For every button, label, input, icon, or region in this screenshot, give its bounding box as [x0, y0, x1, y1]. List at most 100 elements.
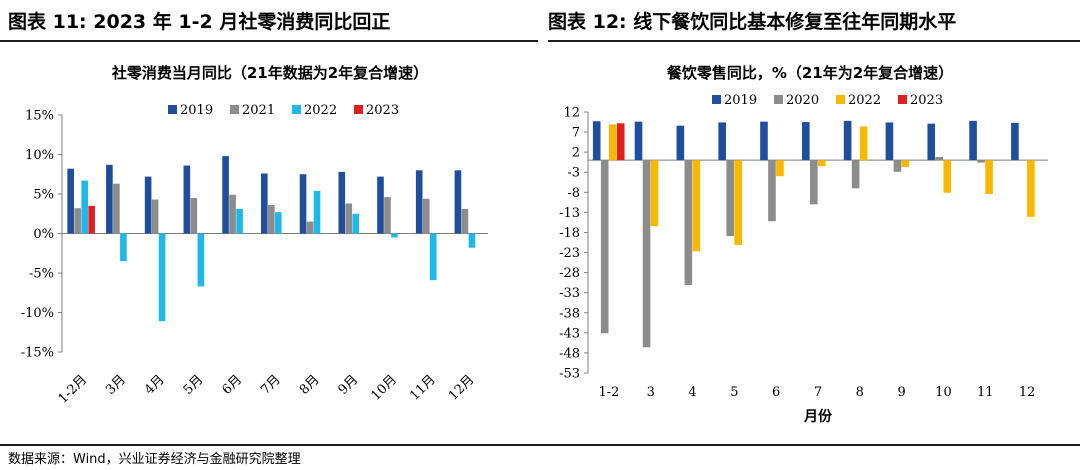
bar-2020	[851, 160, 860, 189]
bar-2021	[345, 203, 353, 234]
bar-2021	[113, 183, 120, 234]
bar-2022	[776, 160, 784, 177]
x-tick-label: 1-2月	[56, 372, 91, 407]
bar-2020	[642, 160, 651, 348]
right-figure-header: 图表 12: 线下餐饮同比基本修复至往年同期水平	[548, 10, 957, 33]
right-header-rule	[548, 40, 1080, 42]
bar-2022	[391, 233, 398, 238]
bar-2019	[106, 164, 113, 234]
legend-label: 2019	[180, 103, 213, 118]
bar-2020	[600, 160, 609, 334]
x-tick-label: 3	[647, 385, 655, 400]
bar-2022	[313, 190, 321, 234]
x-tick-label: 7月	[258, 372, 284, 398]
x-tick-label: 12	[1019, 385, 1036, 400]
legend-label: 2023	[366, 103, 399, 118]
y-tick-label: 10%	[25, 148, 54, 163]
x-tick-label: 8	[856, 385, 864, 400]
chart-title: 餐饮零售同比，%（21年为2年复合增速）	[666, 64, 954, 82]
bar-2019	[183, 165, 191, 234]
bar-2022	[352, 213, 360, 234]
x-tick-label: 8月	[297, 372, 323, 398]
bar-2019	[299, 174, 307, 234]
bar-2019	[454, 170, 462, 234]
y-tick-label: -13	[559, 206, 580, 221]
bar-2022	[859, 126, 868, 161]
bar-2020	[893, 160, 902, 172]
bar-2020	[810, 160, 818, 205]
x-tick-label: 11	[977, 385, 994, 400]
footer-rule	[0, 444, 1080, 446]
legend-label: 2021	[242, 103, 275, 118]
bar-2022	[985, 160, 993, 194]
x-tick-label: 1-2	[598, 385, 619, 400]
legend-swatch	[354, 105, 363, 114]
bar-2020	[935, 156, 944, 161]
x-tick-label: 12月	[446, 372, 477, 403]
bar-2023	[616, 123, 625, 161]
bar-2019	[261, 173, 268, 234]
bar-2019	[843, 120, 852, 161]
legend-swatch	[898, 95, 907, 104]
bar-2019	[927, 123, 936, 161]
y-tick-label: -43	[559, 326, 580, 341]
x-tick-label: 9	[897, 385, 905, 400]
bar-2019	[67, 168, 74, 234]
catering-sales-chart-panel: 餐饮零售同比，%（21年为2年复合增速） 2019 2020 2022 2023 12 7…	[540, 42, 1080, 440]
bar-2019	[676, 125, 685, 161]
retail-sales-chart: 2019 2021 2022 2023 15% 10% 5% 0% -5% -10% -15%1-2…	[21, 103, 488, 407]
bar-2022	[818, 160, 826, 167]
x-tick-label: 4月	[142, 372, 168, 398]
legend-swatch	[230, 105, 239, 114]
legend-label: 2022	[848, 93, 881, 108]
y-tick-label: -8	[567, 186, 580, 201]
y-tick-label: -18	[559, 226, 580, 241]
bar-2022	[734, 160, 742, 245]
x-tick-label: 9月	[336, 372, 362, 398]
legend-swatch	[168, 105, 177, 114]
bar-2023	[88, 205, 95, 234]
y-tick-label: -5%	[29, 267, 54, 282]
chart-title: 社零消费当月同比（21年数据为2年复合增速）	[111, 64, 429, 82]
bar-2022	[197, 233, 205, 287]
bar-2019	[969, 120, 977, 161]
bar-2020	[977, 160, 985, 163]
legend-swatch	[774, 95, 783, 104]
bar-2022	[81, 180, 88, 234]
bar-2022	[468, 233, 476, 248]
legend-label: 2022	[304, 103, 337, 118]
x-tick-label: 4	[688, 385, 696, 400]
retail-sales-chart-panel: 社零消费当月同比（21年数据为2年复合增速） 2019 2021 2022 2023 1…	[0, 42, 540, 440]
bar-2022	[158, 233, 166, 322]
bar-2021	[190, 197, 198, 234]
bar-2019	[885, 122, 894, 161]
bar-2019	[415, 170, 423, 234]
legend-label: 2023	[910, 93, 943, 108]
legend-label: 2019	[724, 93, 757, 108]
left-header-rule	[0, 40, 538, 42]
bar-2020	[768, 160, 776, 222]
bar-2021	[384, 197, 391, 234]
y-tick-label: -10%	[21, 306, 54, 321]
bar-2022	[236, 209, 243, 234]
bar-2019	[338, 171, 346, 234]
bar-2019	[802, 122, 810, 161]
bar-2022	[429, 233, 437, 281]
x-tick-label: 10	[935, 385, 952, 400]
legend-swatch	[292, 105, 301, 114]
bar-2019	[718, 122, 726, 161]
x-axis-title: 月份	[803, 408, 833, 425]
bar-2019	[634, 121, 643, 161]
y-tick-label: 15%	[25, 109, 54, 124]
legend-swatch	[836, 95, 845, 104]
bar-2022	[901, 160, 910, 168]
bar-2019	[592, 121, 601, 161]
legend-label: 2020	[786, 93, 819, 108]
y-tick-label: 7	[572, 126, 580, 141]
bar-2021	[151, 199, 159, 234]
y-tick-label: -15%	[21, 346, 54, 361]
catering-sales-chart: 2019 2020 2022 2023 12 7 2 -3 -8 -13 -18 -23 -28 -33 -…	[559, 93, 1048, 425]
bar-2021	[461, 209, 469, 234]
left-figure-header: 图表 11: 2023 年 1-2 月社零消费同比回正	[8, 10, 391, 33]
y-tick-label: -33	[559, 286, 580, 301]
